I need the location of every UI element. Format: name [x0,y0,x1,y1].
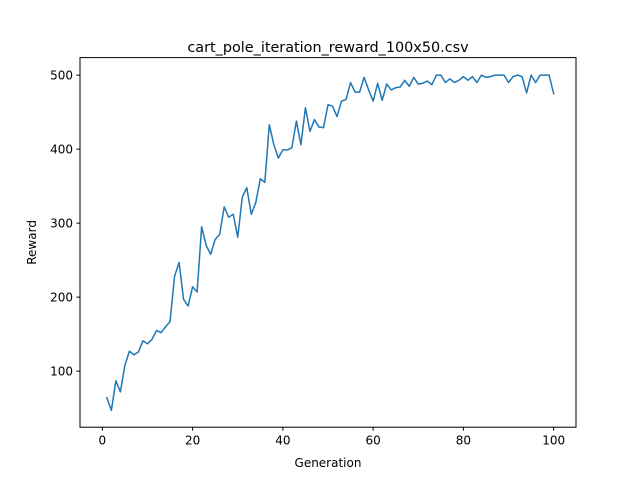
x-axis: 0 20 40 60 80 100 [99,427,565,448]
axes-frame [79,57,577,428]
y-tick-label: 100 [50,364,73,378]
y-axis: 100 200 300 400 500 [50,68,80,378]
x-tick-label: 100 [542,434,565,448]
x-tick-label: 20 [185,434,200,448]
x-tick-label: 0 [99,434,107,448]
plot-area [79,57,577,428]
series-layer [105,74,555,412]
x-tick-label: 60 [365,434,380,448]
x-tick-label: 40 [275,434,290,448]
y-axis-label: Reward [25,220,39,265]
x-tick-label: 80 [456,434,471,448]
y-tick-label: 400 [50,142,73,156]
x-axis-label: Generation [295,456,362,470]
series-line-0 [105,74,555,412]
y-tick-label: 200 [50,290,73,304]
y-tick-label: 500 [50,68,73,82]
y-tick-label: 300 [50,216,73,230]
chart-title: cart_pole_iteration_reward_100x50.csv [187,40,469,56]
